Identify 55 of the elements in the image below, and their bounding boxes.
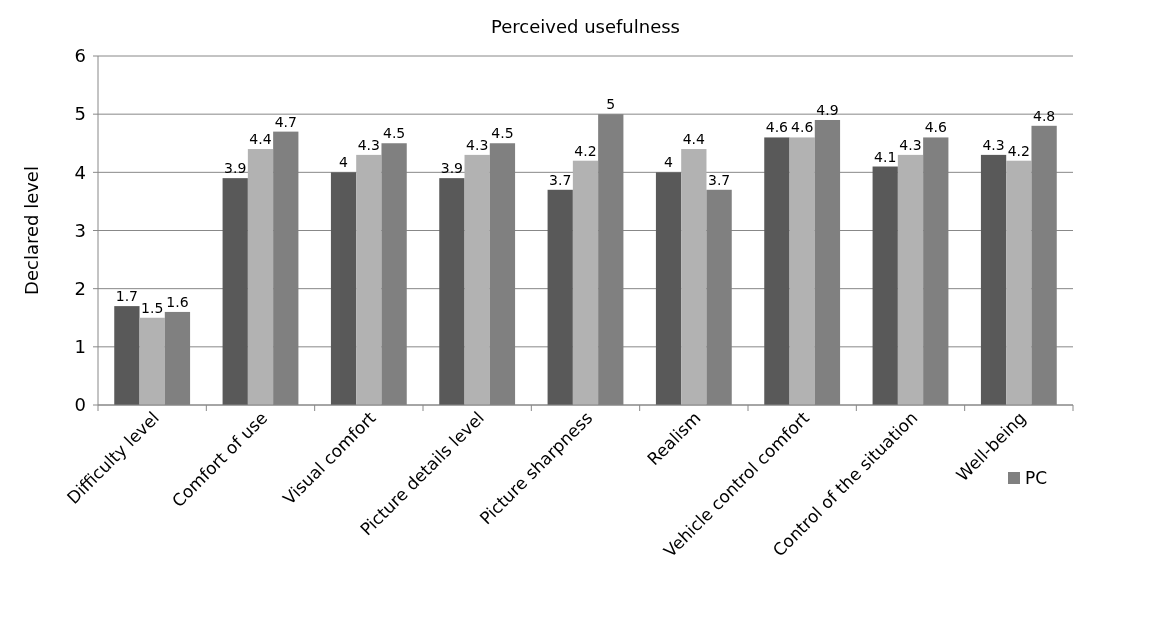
data-label: 3.7 xyxy=(549,171,572,188)
data-label: 1.5 xyxy=(141,299,164,316)
bar xyxy=(764,137,790,405)
data-label: 4.6 xyxy=(791,119,814,136)
bar xyxy=(464,154,490,405)
bar xyxy=(247,149,274,405)
bar xyxy=(872,166,898,405)
bar xyxy=(356,154,382,405)
data-label: 1.6 xyxy=(166,293,189,310)
y-axis-title: Declared level xyxy=(21,166,42,295)
bar xyxy=(655,172,682,405)
data-label: 4.5 xyxy=(382,125,406,142)
legend-label: PC xyxy=(1025,467,1048,488)
bar xyxy=(572,160,599,405)
bar xyxy=(1006,160,1032,405)
data-label: 4.7 xyxy=(274,113,297,130)
data-label: 4.4 xyxy=(682,131,706,148)
bar xyxy=(139,317,165,405)
data-label: 4 xyxy=(664,154,674,171)
data-label: 4 xyxy=(339,154,349,171)
bar xyxy=(330,172,357,405)
data-label: 5 xyxy=(606,96,616,113)
data-label: 3.9 xyxy=(224,160,247,177)
data-label: 4.3 xyxy=(466,136,489,153)
data-label: 4.4 xyxy=(249,131,272,148)
y-tick-label: 0 xyxy=(74,394,86,416)
y-tick-label: 6 xyxy=(74,45,86,67)
bar xyxy=(681,149,707,405)
data-label: 4.8 xyxy=(1032,107,1056,124)
bar xyxy=(547,189,573,405)
y-tick-label: 5 xyxy=(74,103,86,125)
data-label: 4.9 xyxy=(816,101,839,118)
data-label: 3.9 xyxy=(440,160,464,177)
bar xyxy=(897,154,924,405)
data-label: 4.2 xyxy=(1007,142,1030,159)
data-label: 4.3 xyxy=(357,136,380,153)
y-tick-label: 2 xyxy=(74,277,86,299)
y-tick-label: 1 xyxy=(74,336,86,358)
bar xyxy=(439,178,465,405)
data-label: 4.3 xyxy=(982,136,1005,153)
bar xyxy=(222,178,248,405)
data-label: 4.6 xyxy=(765,119,789,136)
data-label: 4.5 xyxy=(491,125,514,142)
bar xyxy=(789,137,815,405)
y-tick-label: 3 xyxy=(74,219,86,241)
bar xyxy=(114,306,140,405)
bar xyxy=(980,154,1007,405)
data-label: 1.7 xyxy=(115,288,139,305)
data-label: 4.1 xyxy=(874,148,897,165)
data-label: 4.3 xyxy=(899,136,922,153)
data-label: 4.6 xyxy=(924,119,947,136)
y-tick-label: 4 xyxy=(74,161,86,183)
chart-title: Perceived usefulness xyxy=(491,16,680,37)
data-label: 3.7 xyxy=(707,171,731,188)
data-label: 4.2 xyxy=(574,142,597,159)
